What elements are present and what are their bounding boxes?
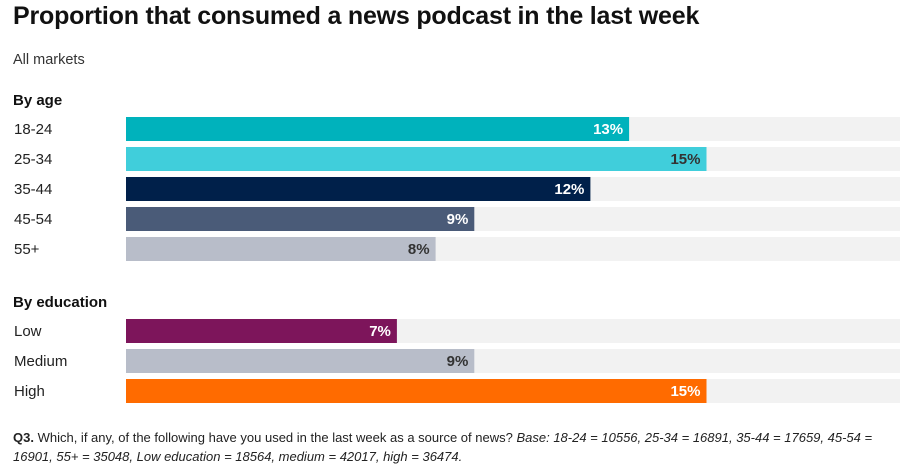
chart-title: Proportion that consumed a news podcast …	[13, 2, 700, 30]
chart-subtitle: All markets	[13, 52, 85, 68]
category-label-45-54: 45-54	[14, 211, 52, 228]
footnote-question: Which, if any, of the following have you…	[37, 430, 513, 445]
bar-35-44	[126, 177, 591, 201]
group-label-age: By age	[13, 92, 63, 109]
value-label-35-44: 12%	[554, 181, 584, 198]
category-label-high: High	[14, 383, 45, 400]
bar-chart: 18-24 13% 25-34 15% 35-44 12% 45-54 9% 55+ 8% Low 7…	[14, 117, 900, 403]
bar-55	[126, 237, 436, 261]
footnote-base: Base: 18-24 = 10556, 25-34 = 16891, 35-4…	[13, 430, 873, 464]
footnote: Q3. Which, if any, of the following have…	[13, 428, 893, 466]
value-label-55: 8%	[408, 241, 430, 258]
category-label-low: Low	[14, 323, 42, 340]
value-label-25-34: 15%	[670, 151, 700, 168]
category-label-medium: Medium	[14, 353, 67, 370]
bar-medium	[126, 349, 475, 373]
value-label-low: 7%	[369, 323, 391, 340]
bar-high	[126, 379, 707, 403]
value-label-18-24: 13%	[593, 121, 623, 138]
category-label-35-44: 35-44	[14, 181, 52, 198]
category-label-55: 55+	[14, 241, 40, 258]
footnote-label: Q3.	[13, 430, 34, 445]
category-label-18-24: 18-24	[14, 121, 52, 138]
value-label-45-54: 9%	[447, 211, 469, 228]
bar-18-24	[126, 117, 630, 141]
group-label-education: By education	[13, 294, 108, 311]
bar-25-34	[126, 147, 707, 171]
bar-45-54	[126, 207, 475, 231]
category-label-25-34: 25-34	[14, 151, 52, 168]
value-label-medium: 9%	[447, 353, 469, 370]
value-label-high: 15%	[670, 383, 700, 400]
bar-low	[126, 319, 397, 343]
